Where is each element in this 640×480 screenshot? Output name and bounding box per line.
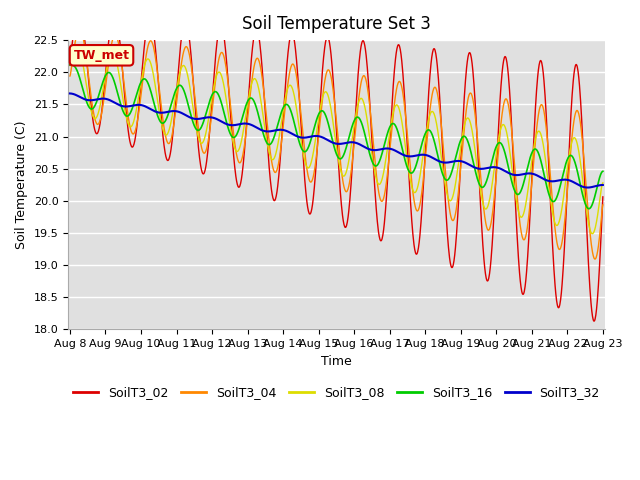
Title: Soil Temperature Set 3: Soil Temperature Set 3 — [242, 15, 431, 33]
Legend: SoilT3_02, SoilT3_04, SoilT3_08, SoilT3_16, SoilT3_32: SoilT3_02, SoilT3_04, SoilT3_08, SoilT3_… — [68, 381, 605, 404]
Y-axis label: Soil Temperature (C): Soil Temperature (C) — [15, 120, 28, 249]
Text: TW_met: TW_met — [74, 49, 129, 62]
X-axis label: Time: Time — [321, 355, 352, 368]
